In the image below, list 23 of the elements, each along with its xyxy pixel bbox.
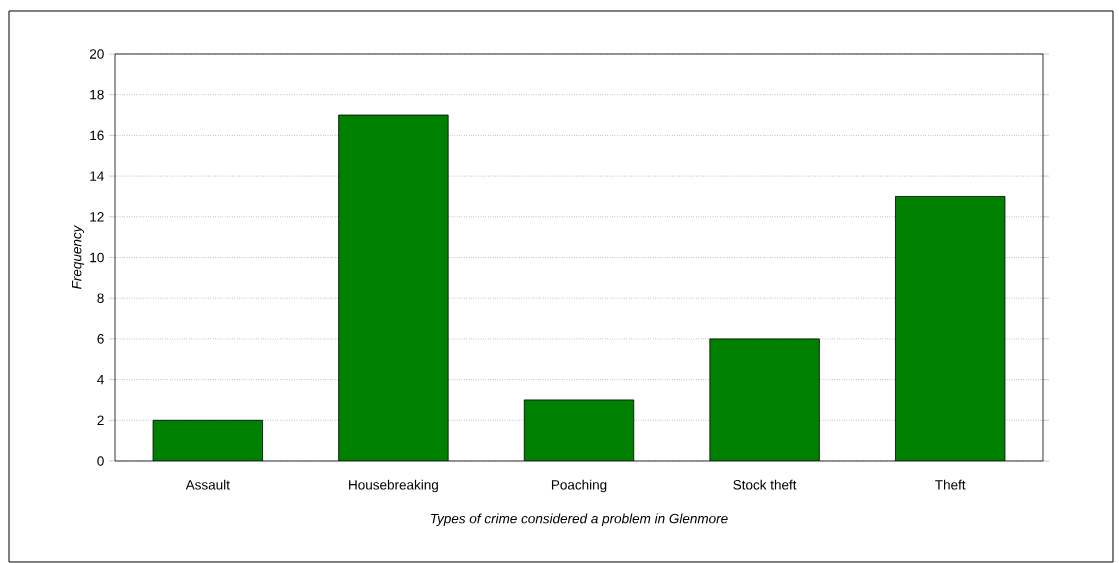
y-tick-label: 6 <box>97 334 104 344</box>
bar <box>523 399 635 461</box>
y-tick-label: 18 <box>90 89 104 100</box>
x-tick-label: Assault <box>185 479 230 490</box>
y-tick-label: 16 <box>90 130 104 141</box>
bar <box>709 338 820 461</box>
x-tick-label: Poaching <box>551 479 607 493</box>
x-tick-label: Theft <box>935 479 966 490</box>
y-tick-label: 14 <box>90 171 104 181</box>
x-tick-label: Housebreaking <box>349 479 438 493</box>
y-axis-title: Frequency <box>72 224 85 289</box>
bar <box>895 196 1006 461</box>
y-tick-label: 0 <box>97 456 104 466</box>
y-tick-label: 20 <box>89 49 104 59</box>
y-tick-label: 8 <box>97 293 104 303</box>
x-axis-title: Types of crime considered a problem in Glenmore <box>431 513 728 527</box>
bar <box>338 114 449 461</box>
y-tick-label: 12 <box>90 212 104 222</box>
y-tick-label: 2 <box>97 415 104 425</box>
x-tick-label: Stock theft <box>733 479 797 490</box>
bar <box>152 419 263 461</box>
y-tick-label: 4 <box>97 374 104 385</box>
y-tick-label: 10 <box>90 252 104 263</box>
